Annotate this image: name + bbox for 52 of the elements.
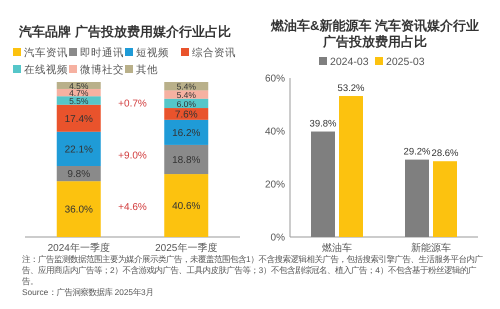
chart-title: 汽车品牌 广告投放费用媒介行业占比 [18, 24, 231, 39]
legend-label: 其他 [136, 63, 158, 76]
x-tick-label: 新能源车 [411, 242, 451, 254]
data-label: 40.6% [172, 201, 201, 212]
annotation: +9.0% [118, 150, 147, 162]
y-tick-label: 60% [264, 74, 286, 84]
x-tick-label: 2024年一季度 [48, 242, 110, 254]
data-label: 53.2% [338, 83, 366, 94]
legend-label: 即时通讯 [80, 46, 124, 59]
bar [56, 132, 101, 166]
legend-label: 2024-03 [330, 56, 369, 68]
legend-label: 在线视频 [24, 63, 68, 76]
data-label: 9.8% [67, 169, 90, 180]
data-label: 5.5% [69, 96, 89, 106]
legend-label: 2025-03 [386, 56, 425, 68]
data-label: 17.4% [64, 114, 94, 125]
data-label: 4.7% [69, 88, 89, 98]
chart-title: 燃油车&新能源车 汽车资讯媒介行业广告投放费用占比 [270, 18, 479, 49]
data-label: 29.2% [404, 146, 432, 158]
y-tick-label: 40% [264, 126, 286, 138]
annotation: +0.7% [118, 98, 147, 110]
source-note: Source：广告洞察数据库 2025年3月 [22, 287, 155, 298]
y-tick-label: 20% [264, 180, 286, 190]
bar [164, 174, 208, 237]
bar [339, 96, 363, 237]
x-tick-label: 燃油车 [322, 242, 352, 254]
text: 注：广告监测数据范围主要为媒介展示类广告，未覆盖范围包含1）不含搜索逻辑相关广告，包括搜索引擎广告、生活服务平台内广告、应用商店内广告等；2）不含游戏内广告、工具内皮肤广告等；3）不包含剧综冠名、植入广告；4）不包含基于粉丝逻辑的广告。 [22, 254, 484, 287]
bar [164, 144, 208, 174]
bar [164, 120, 208, 145]
legend-label: 综合资讯 [192, 46, 236, 59]
data-label: 36.0% [64, 204, 94, 216]
data-label: 5.4% [176, 82, 196, 92]
bar [56, 104, 101, 132]
data-label: 16.2% [172, 128, 201, 139]
data-label: 28.6% [432, 148, 460, 160]
bar [56, 181, 101, 237]
bar [311, 132, 335, 237]
legend-label: 汽车资讯 [24, 46, 68, 59]
legend-label: 微博社交 [80, 63, 124, 76]
data-label: 5.4% [176, 90, 196, 100]
data-label: 39.8% [310, 118, 338, 130]
data-label: 18.8% [172, 155, 201, 166]
y-tick-label: 0% [270, 232, 286, 244]
data-label: 7.6% [174, 109, 198, 120]
bar [433, 161, 457, 237]
bar [405, 160, 429, 237]
data-label: 22.1% [64, 144, 94, 156]
data-label: 4.5% [69, 80, 89, 91]
x-tick-label: 2025年一季度 [155, 242, 218, 254]
legend-label: 短视频 [136, 46, 169, 59]
annotation: +4.6% [118, 202, 147, 213]
data-label: 6.0% [176, 98, 196, 109]
